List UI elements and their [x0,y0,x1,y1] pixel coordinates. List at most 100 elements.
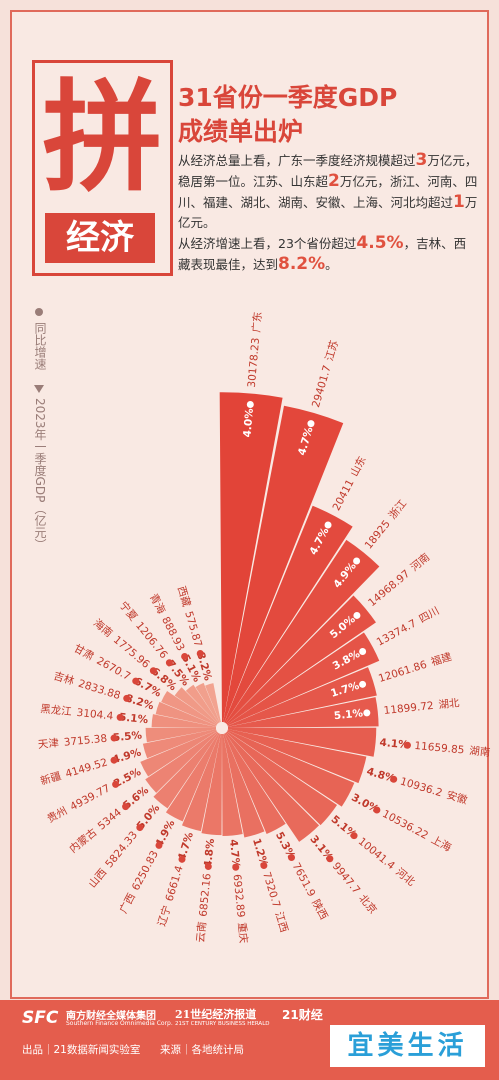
province-name: 山东 [347,454,368,479]
gdp-value: 3104.4 [76,707,114,723]
gdp-value: 2670.7 [94,655,132,683]
gdp-label: 11899.72 湖北 [383,697,460,717]
growth-dot [324,521,332,529]
growth-dot [112,780,120,788]
growth-label: 4.7% [227,839,242,870]
province-name: 海南 [91,616,115,639]
gdp-value: 2833.88 [77,678,122,702]
growth-label: 5.5% [112,729,143,744]
gdp-value: 10936.2 [399,775,444,799]
growth-dot [110,756,118,764]
gdp-value: 7320.7 [260,870,282,909]
org-en: 21ST CENTURY BUSINESS HERALD [175,1021,270,1027]
sector [227,727,377,757]
gdp-value: 5824.33 [103,829,140,870]
gdp-value: 4149.52 [64,756,109,780]
intro-text: 万亿元。 [178,195,478,230]
gdp-value: 10536.22 [380,808,430,842]
gdp-label: 10936.2安徽 [399,775,470,807]
gdp-value: 14968.97 [366,568,412,609]
title: 31省份一季度GDP [178,83,398,112]
sector [227,729,367,784]
sector [155,701,217,727]
growth-dot [246,400,254,408]
growth-dot [149,667,157,675]
growth-dot [353,557,361,565]
sector [145,731,218,793]
gdp-value: 6661.4 [164,864,186,903]
province-name: 湖北 [438,697,461,711]
gdp-value: 575.87 [182,610,204,649]
org: 南方财经全媒体集团 [66,1011,156,1022]
gdp-label: 广西6250.83 [118,849,161,916]
org: 21财经 [282,1008,323,1022]
growth-dot [155,841,163,849]
growth-dot [363,709,371,717]
gdp-value: 11659.85 [414,740,465,757]
province-name: 宁夏 [117,599,141,624]
gdp-label: 18925浙江 [363,497,410,551]
sector [153,732,219,809]
intro-text: 从经济总量上看，广东一季度经济规模超过 [178,153,416,168]
intro: 从经济总量上看，广东一季度经济规模超过3万亿元，稳居第一位。江苏、山东超2万亿元… [178,150,478,275]
gdp-label: 14968.97河南 [365,550,432,609]
province-name: 四川 [417,605,441,626]
province-name: 内蒙古 [67,826,100,856]
sector [165,732,220,822]
gdp-label: 11659.85 湖南 [414,739,491,759]
gdp-value: 6932.89 [230,874,246,918]
growth-dot [204,862,212,870]
province-name: 湖南 [469,744,491,759]
sector [222,733,243,836]
gdp-label: 13374.7四川 [375,605,442,649]
badge-char: 拼 [42,67,163,208]
province-name: 青海 [147,591,168,616]
province-name: 天津 [37,737,60,751]
growth-dot [260,862,268,870]
province-name: 重庆 [235,922,250,945]
sector [226,731,338,826]
gdp-value: 9947.7 [330,860,363,896]
province-name: 安徽 [445,788,469,807]
gdp-label: 辽宁6661.4 [155,864,186,928]
intro-highlight: 3 [415,150,428,170]
chart: 4.0% 30178.23 广东 4.7% 29401.7江苏 4.7% 20411山东 4.… [37,311,491,945]
sector [142,729,217,759]
intro-text: ，吉林、西藏表现最佳，达到 [178,236,467,272]
sector [140,730,217,777]
province-name: 浙江 [387,497,410,521]
gdp-value: 3715.38 [63,733,107,749]
growth-dot [326,855,334,863]
sector [224,732,286,834]
sector [161,691,218,726]
gdp-label: 天津 3715.38 [37,733,107,751]
legend-dot [35,308,43,316]
gdp-value: 4939.77 [68,782,112,813]
growth-dot [288,854,296,862]
watermark: 宜美生活 [330,1025,485,1067]
sector [145,727,217,743]
intro-paragraph: 从经济总量上看，广东一季度经济规模超过3万亿元，稳居第一位。江苏、山东超2万亿元… [178,150,478,233]
sector [227,667,377,727]
gdp-label: 6932.89 重庆 [230,874,250,945]
sector [227,697,379,728]
growth-label: 4.0% [241,407,256,438]
growth-dot [165,659,173,667]
province-name: 江西 [272,910,290,934]
gdp-label: 12061.86福建 [377,650,454,685]
growth-dot [116,713,124,721]
province-name: 河北 [393,866,417,889]
badge-sub: 经济 [45,213,155,263]
growth-dot [232,863,240,871]
intro-text: 万亿元，浙江、河南、四川、福建、湖北、湖南、安徽、上海、河北均超过 [178,174,478,210]
gdp-label: 20411山东 [330,454,369,513]
center-hole [216,722,228,734]
sector [151,714,217,728]
org-en: Southern Finance Omnimedia Corp. [66,1020,173,1027]
gdp-value: 10041.4 [356,835,397,872]
province-name: 贵州 [45,804,70,825]
legend-marker [34,385,44,393]
gdp-label: 29401.7江苏 [309,339,341,409]
legend-label: 同比增速 [33,322,47,370]
